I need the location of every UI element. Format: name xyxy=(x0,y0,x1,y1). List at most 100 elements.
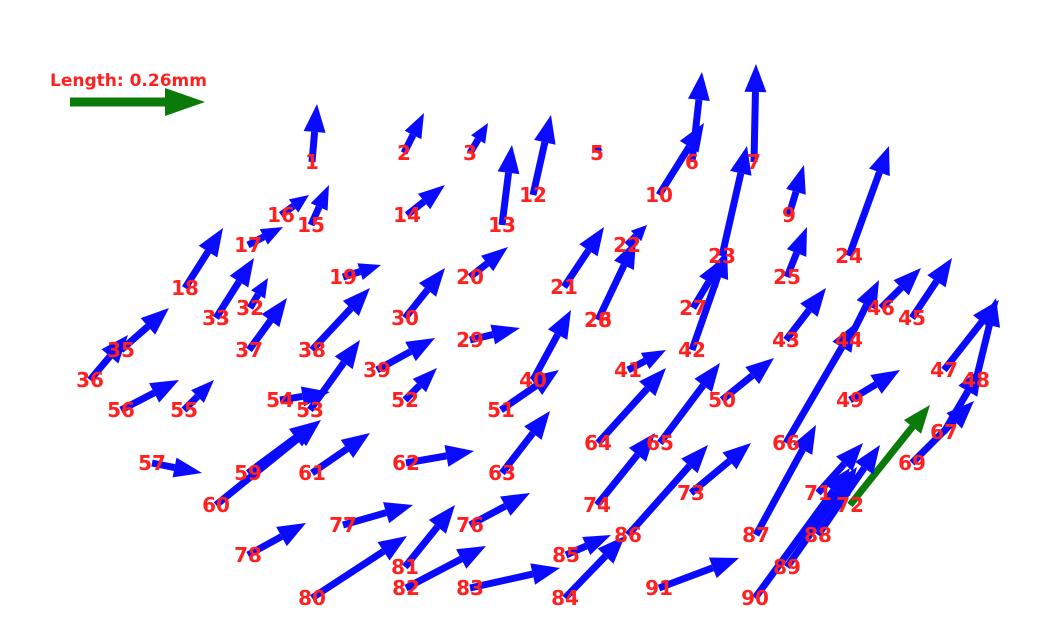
vector-label-55: 55 xyxy=(170,398,198,422)
vector-arrow-56 xyxy=(119,389,156,414)
vector-arrow-81 xyxy=(402,524,441,570)
vector-arrow-41 xyxy=(626,357,647,374)
vector-arrowhead-26 xyxy=(614,240,636,271)
vector-label-3: 3 xyxy=(463,141,477,165)
vector-arrow-52 xyxy=(402,383,422,403)
vector-arrowhead-12 xyxy=(534,115,556,145)
vector-arrow-19 xyxy=(341,268,362,281)
vector-label-42: 42 xyxy=(678,338,706,362)
vector-arrows xyxy=(87,64,1001,601)
vector-arrowhead-6 xyxy=(687,72,710,102)
vector-arrow-73 xyxy=(688,458,732,496)
vector-arrow-12 xyxy=(529,141,549,196)
vector-arrowhead-76 xyxy=(500,493,530,516)
vector-arrow-20 xyxy=(467,260,490,280)
vector-arrowhead-63 xyxy=(524,411,550,440)
vector-arrowhead-61 xyxy=(340,433,370,458)
vector-arrow-62 xyxy=(405,452,448,467)
vector-arrowhead-77 xyxy=(383,502,413,524)
vector-arrowhead-40 xyxy=(547,310,571,340)
vector-label-64: 64 xyxy=(584,431,612,455)
vector-arrowhead-83 xyxy=(530,563,560,585)
vector-arrow-2 xyxy=(400,133,417,155)
vector-arrow-61 xyxy=(310,446,349,476)
vector-arrow-37 xyxy=(246,318,274,353)
vector-arrow-23 xyxy=(718,172,745,257)
vector-label-54: 54 xyxy=(266,388,294,412)
vector-arrow-85 xyxy=(564,542,588,559)
vector-arrow-69 xyxy=(909,418,957,466)
vector-label-27: 27 xyxy=(679,296,707,320)
vector-arrowhead-10 xyxy=(679,123,704,153)
vector-label-39: 39 xyxy=(363,358,391,382)
vector-arrow-17 xyxy=(246,233,266,249)
vector-arrow-84 xyxy=(562,553,609,601)
vector-label-23: 23 xyxy=(708,244,736,268)
vector-arrow-53 xyxy=(307,360,347,413)
vector-label-86: 86 xyxy=(614,523,642,547)
vector-label-81: 81 xyxy=(391,555,419,579)
vector-arrow-80 xyxy=(310,548,386,601)
vector-arrow-72 xyxy=(847,424,916,508)
vector-arrowhead-91 xyxy=(708,557,739,579)
vector-label-20: 20 xyxy=(456,265,484,289)
vector-label-63: 63 xyxy=(488,461,516,485)
vector-arrowhead-14 xyxy=(418,185,445,210)
vector-label-2: 2 xyxy=(397,141,411,165)
vector-label-71: 71 xyxy=(804,481,832,505)
vector-arrowhead-55 xyxy=(191,380,214,403)
vector-arrow-16 xyxy=(278,203,296,218)
vector-arrow-30 xyxy=(402,287,431,321)
vector-label-78: 78 xyxy=(234,543,262,567)
vector-arrow-50 xyxy=(719,372,755,403)
vector-label-43: 43 xyxy=(772,328,800,352)
vector-label-1: 1 xyxy=(305,150,319,174)
vector-arrow-42 xyxy=(688,275,722,352)
vector-label-88: 88 xyxy=(804,523,832,547)
vector-label-69: 69 xyxy=(898,451,926,475)
vector-arrow-83 xyxy=(469,570,534,592)
vector-label-9: 9 xyxy=(782,203,796,227)
vector-arrow-90 xyxy=(752,488,837,601)
vector-arrow-36 xyxy=(87,354,113,383)
vector-arrowhead-45 xyxy=(927,258,952,288)
vector-label-53: 53 xyxy=(296,398,324,422)
vector-label-21: 21 xyxy=(550,275,578,299)
vector-label-50: 50 xyxy=(708,388,736,412)
vector-arrowhead-43 xyxy=(800,288,826,317)
vector-arrow-40 xyxy=(529,332,561,382)
vector-arrow-7 xyxy=(750,91,759,163)
vector-arrow-64 xyxy=(595,386,650,446)
vector-label-12: 12 xyxy=(519,183,547,207)
vector-arrow-65 xyxy=(657,383,707,446)
vector-arrowhead-87 xyxy=(792,425,816,455)
vector-arrow-91 xyxy=(657,564,715,592)
vector-arrowhead-82 xyxy=(456,546,486,569)
vector-arrowhead-69 xyxy=(946,401,974,429)
vector-arrow-49 xyxy=(848,381,878,404)
vector-label-85: 85 xyxy=(552,543,580,567)
vector-arrowhead-57 xyxy=(172,457,202,478)
vector-arrow-26 xyxy=(594,263,628,322)
vector-arrowhead-18 xyxy=(198,228,223,258)
vector-arrow-57 xyxy=(151,459,176,471)
vector-label-72: 72 xyxy=(836,493,864,517)
vector-arrowhead-37 xyxy=(261,298,287,328)
vector-arrow-29 xyxy=(469,331,494,344)
vector-arrow-78 xyxy=(246,533,284,559)
vector-arrowhead-60 xyxy=(292,420,321,447)
vector-arrow-43 xyxy=(783,308,812,343)
vector-arrowhead-24 xyxy=(869,146,890,177)
vector-arrow-18 xyxy=(182,249,211,290)
vector-label-89: 89 xyxy=(773,555,801,579)
vector-label-84: 84 xyxy=(551,586,579,610)
vector-arrowhead-72 xyxy=(903,405,930,434)
vector-arrowhead-50 xyxy=(745,358,774,385)
vector-arrow-32 xyxy=(246,292,262,310)
vector-arrowhead-19 xyxy=(357,263,381,280)
vector-arrowhead-52 xyxy=(412,368,437,393)
vector-arrow-14 xyxy=(404,198,427,218)
vector-arrowhead-54 xyxy=(300,386,330,407)
vector-arrow-24 xyxy=(845,171,883,258)
vector-label-46: 46 xyxy=(867,296,895,320)
